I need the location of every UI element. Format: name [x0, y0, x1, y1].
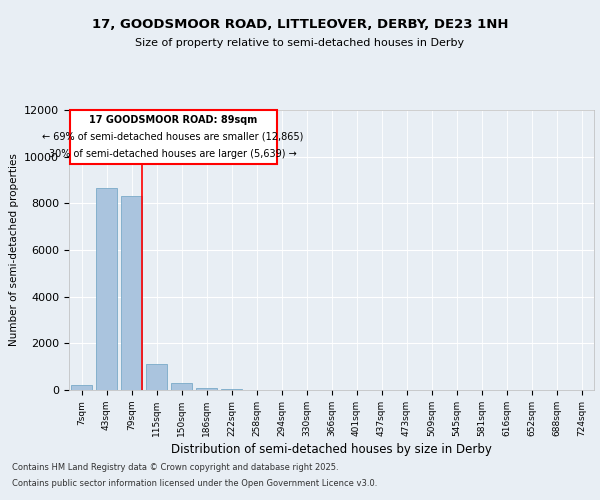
X-axis label: Distribution of semi-detached houses by size in Derby: Distribution of semi-detached houses by …: [171, 443, 492, 456]
Y-axis label: Number of semi-detached properties: Number of semi-detached properties: [8, 154, 19, 346]
Bar: [146, 364, 167, 390]
Text: Size of property relative to semi-detached houses in Derby: Size of property relative to semi-detach…: [136, 38, 464, 48]
Text: 30% of semi-detached houses are larger (5,639) →: 30% of semi-detached houses are larger (…: [49, 148, 297, 158]
Text: 17 GOODSMOOR ROAD: 89sqm: 17 GOODSMOOR ROAD: 89sqm: [89, 115, 257, 125]
FancyBboxPatch shape: [70, 110, 277, 164]
Bar: [121, 196, 142, 390]
Bar: [196, 388, 217, 390]
Text: Contains public sector information licensed under the Open Government Licence v3: Contains public sector information licen…: [12, 478, 377, 488]
Bar: [171, 382, 192, 390]
Text: 17, GOODSMOOR ROAD, LITTLEOVER, DERBY, DE23 1NH: 17, GOODSMOOR ROAD, LITTLEOVER, DERBY, D…: [92, 18, 508, 30]
Bar: [221, 389, 242, 390]
Bar: [96, 188, 117, 390]
Text: Contains HM Land Registry data © Crown copyright and database right 2025.: Contains HM Land Registry data © Crown c…: [12, 464, 338, 472]
Bar: [71, 385, 92, 390]
Text: ← 69% of semi-detached houses are smaller (12,865): ← 69% of semi-detached houses are smalle…: [43, 132, 304, 142]
